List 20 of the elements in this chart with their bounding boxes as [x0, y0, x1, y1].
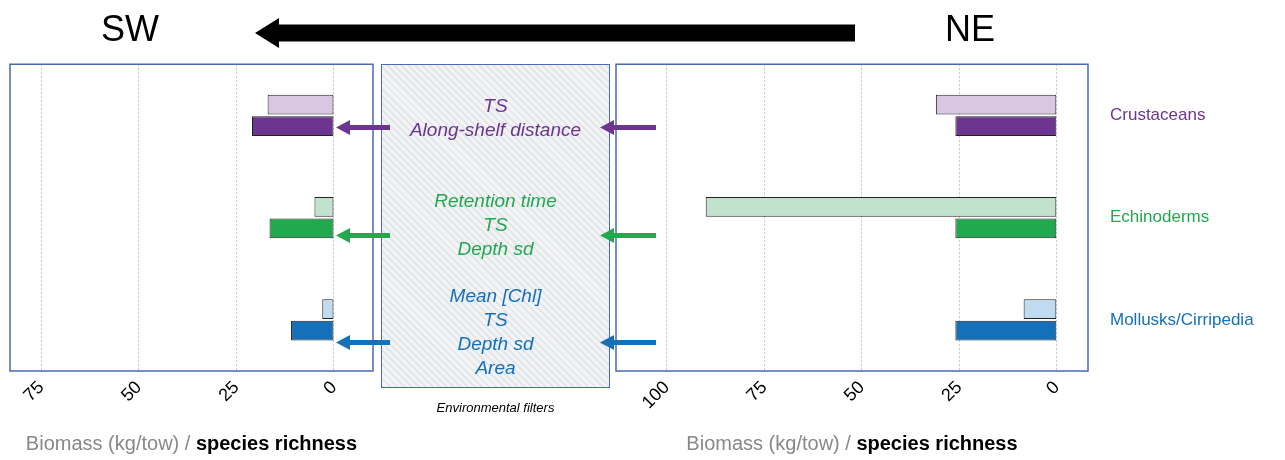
x-tick-label: 0 — [319, 376, 341, 399]
text: TS Along-shelf distance — [408, 93, 583, 142]
text: Retention time TS Depth sd — [433, 189, 558, 261]
x-tick-label: 100 — [637, 376, 674, 413]
chart-title: NE — [944, 8, 996, 50]
x-tick-label: 75 — [19, 376, 48, 406]
y-tick-label: Crustaceans — [1110, 105, 1206, 125]
x-tick-label: 75 — [742, 376, 771, 406]
x-tick-label: 25 — [214, 376, 243, 406]
x-axis-title: Biomass (kg/tow) / species richness — [25, 432, 358, 454]
x-tick-label: 50 — [116, 376, 146, 406]
text: Mean [Chl] TS Depth sd Area — [448, 284, 543, 381]
y-tick-label: Mollusks/Cirripedia — [1110, 309, 1255, 329]
chart-title: SW — [100, 8, 160, 50]
x-axis-title: Biomass (kg/tow) / species richness — [686, 432, 1018, 454]
x-tick-label: 50 — [839, 376, 869, 406]
text: Environmental filters — [435, 400, 556, 415]
y-tick-label: Echinoderms — [1110, 207, 1210, 227]
x-tick-label: 25 — [937, 376, 966, 406]
x-tick-label: 0 — [1041, 376, 1064, 399]
